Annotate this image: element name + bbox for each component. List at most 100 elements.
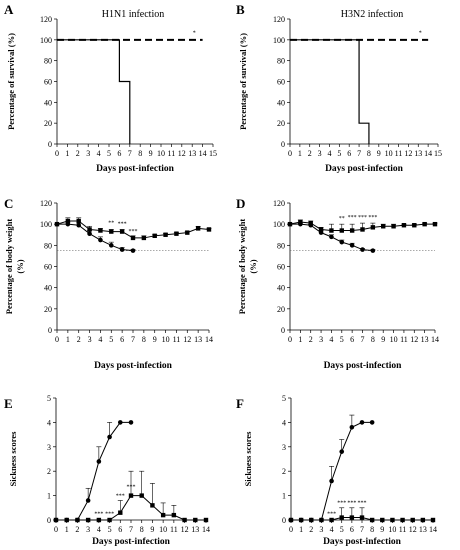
x-tick-label: 5 — [109, 335, 113, 344]
y-tick-label: 100 — [40, 220, 52, 229]
y-tick-label: 0 — [48, 326, 52, 335]
panel-letter: D — [236, 196, 245, 211]
data-point-square — [420, 517, 426, 523]
significance-marker: *** — [127, 485, 136, 491]
x-tick-label: 10 — [157, 149, 165, 158]
data-point-square — [98, 228, 103, 233]
series-line-1 — [57, 39, 131, 144]
x-tick-label: 0 — [288, 149, 292, 158]
x-tick-label: 7 — [128, 149, 132, 158]
y-tick-label: 2 — [282, 467, 286, 476]
significance-marker: *** — [337, 501, 346, 507]
significance-marker: *** — [368, 215, 377, 221]
data-point-circle — [349, 243, 355, 248]
y-axis-label: Percentage of survival (%) — [238, 33, 248, 130]
data-point-circle — [329, 234, 334, 240]
data-point-circle — [339, 449, 345, 454]
data-point-square — [381, 224, 386, 229]
data-point-square — [422, 221, 427, 227]
data-point-square — [130, 235, 136, 241]
y-tick-label: 80 — [44, 57, 52, 66]
y-tick-label: 60 — [44, 78, 52, 87]
data-point-square — [391, 224, 396, 229]
y-axis-label-line: (%) — [15, 259, 25, 273]
significance-marker: * — [193, 31, 196, 37]
x-tick-label: 9 — [381, 335, 385, 344]
data-point-square — [329, 228, 334, 233]
data-point-circle — [85, 498, 91, 503]
significance-marker: *** — [358, 215, 367, 221]
data-point-square — [339, 228, 344, 233]
x-tick-label: 14 — [202, 525, 210, 534]
x-tick-label: 1 — [298, 149, 302, 158]
x-tick-label: 2 — [77, 335, 81, 344]
data-point-circle — [349, 424, 355, 430]
x-tick-label: 9 — [380, 525, 384, 534]
x-tick-label: 12 — [178, 149, 186, 158]
data-point-square — [400, 517, 405, 523]
data-point-square — [380, 517, 385, 523]
panel-letter: B — [236, 2, 245, 17]
x-tick-label: 8 — [370, 525, 374, 534]
x-tick-label: 11 — [173, 335, 181, 344]
data-point-circle — [370, 248, 376, 253]
x-tick-label: 13 — [188, 149, 196, 158]
y-tick-label: 60 — [44, 263, 52, 272]
x-tick-label: 4 — [97, 149, 101, 158]
x-tick-label: 5 — [107, 149, 111, 158]
data-point-square — [75, 517, 80, 523]
x-tick-label: 5 — [337, 149, 341, 158]
x-tick-label: 9 — [150, 525, 154, 534]
x-tick-label: 13 — [421, 335, 429, 344]
data-point-square — [308, 220, 313, 226]
y-tick-label: 120 — [40, 199, 52, 208]
data-point-square — [107, 517, 112, 523]
x-tick-label: 6 — [350, 525, 354, 534]
y-tick-label: 0 — [281, 326, 285, 335]
y-tick-label: 80 — [277, 57, 285, 66]
data-point-square — [171, 512, 177, 518]
x-tick-label: 9 — [149, 149, 153, 158]
data-point-circle — [108, 243, 114, 248]
x-tick-label: 2 — [76, 149, 80, 158]
x-tick-label: 7 — [129, 525, 133, 534]
y-tick-label: 1 — [47, 492, 51, 501]
y-tick-label: 20 — [277, 119, 285, 128]
series-line-1 — [290, 39, 370, 144]
x-tick-label: 1 — [65, 149, 69, 158]
x-tick-label: 13 — [191, 525, 199, 534]
data-point-square — [128, 493, 134, 498]
x-tick-label: 11 — [168, 149, 176, 158]
y-axis-label-line: (%) — [248, 259, 258, 273]
data-point-square — [109, 229, 114, 234]
y-axis-label-line: Percentage of body weight — [237, 219, 247, 315]
x-axis-label: Days post-infection — [325, 164, 404, 174]
x-tick-label: 13 — [194, 335, 202, 344]
x-tick-label: 4 — [329, 335, 333, 344]
data-point-square — [412, 223, 417, 228]
y-tick-label: 80 — [44, 241, 52, 250]
x-tick-label: 9 — [377, 149, 381, 158]
data-point-square — [360, 227, 365, 232]
y-tick-label: 40 — [44, 284, 52, 293]
y-axis-label: Sickness scores — [8, 431, 18, 487]
x-tick-label: 8 — [142, 335, 146, 344]
y-tick-label: 4 — [47, 418, 51, 427]
data-point-square — [119, 229, 125, 234]
x-tick-label: 2 — [308, 149, 312, 158]
y-tick-label: 120 — [40, 15, 52, 24]
y-tick-label: 0 — [282, 516, 286, 525]
x-tick-label: 7 — [361, 335, 365, 344]
data-point-circle — [98, 237, 103, 243]
y-tick-label: 2 — [47, 467, 51, 476]
y-tick-label: 120 — [273, 15, 285, 24]
y-tick-label: 20 — [277, 305, 285, 314]
x-tick-label: 9 — [153, 335, 157, 344]
significance-marker: *** — [129, 229, 138, 235]
x-tick-label: 0 — [288, 335, 292, 344]
series-line-1 — [57, 223, 134, 252]
data-point-circle — [119, 247, 125, 252]
data-point-square — [206, 227, 212, 232]
